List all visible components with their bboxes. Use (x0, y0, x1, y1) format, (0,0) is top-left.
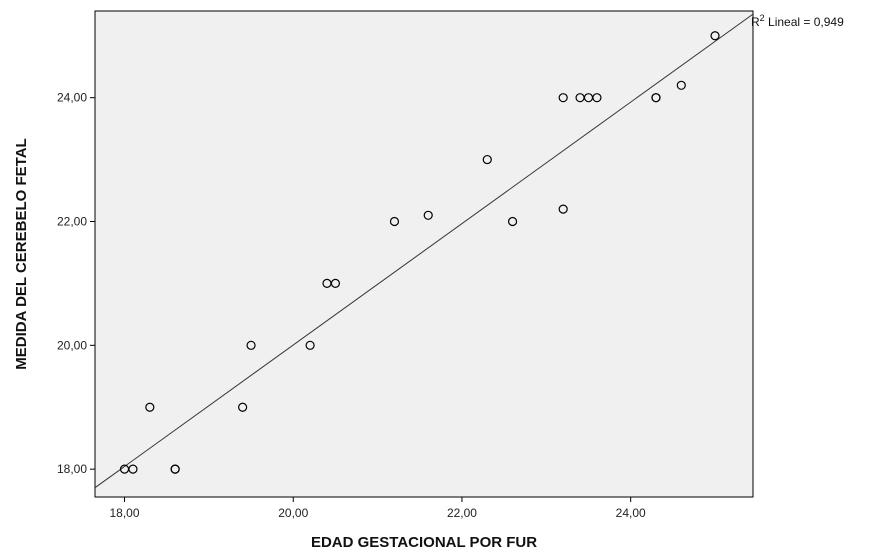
data-points (119, 31, 720, 474)
x-tick-label: 20,00 (278, 506, 308, 520)
data-point (330, 278, 341, 289)
data-point (128, 464, 138, 474)
data-point (651, 93, 661, 103)
y-axis: 18,00 20,00 22,00 24,00 (57, 91, 95, 476)
data-point (558, 204, 568, 214)
data-point (246, 340, 256, 350)
data-point (305, 340, 315, 350)
y-tick-label: 20,00 (57, 338, 87, 352)
x-tick-label: 18,00 (110, 506, 140, 520)
x-axis: 18,00 20,00 22,00 24,00 (110, 497, 646, 520)
data-point (710, 31, 720, 41)
y-tick-label: 22,00 (57, 214, 87, 228)
data-point (482, 154, 492, 165)
x-tick-label: 22,00 (447, 506, 477, 520)
data-point (145, 402, 155, 412)
y-axis-title: MEDIDA DEL CEREBELO FETAL (13, 138, 30, 369)
data-point (558, 93, 568, 103)
x-tick-label: 24,00 (616, 506, 646, 520)
data-point (507, 216, 518, 227)
data-point (238, 402, 248, 412)
fit-label-text: Lineal = 0,949 (765, 15, 844, 29)
x-axis-title: EDAD GESTACIONAL POR FUR (311, 534, 537, 550)
fit-line (94, 13, 754, 489)
fit-label-sup: 2 (760, 13, 765, 23)
fit-label-r: R (751, 15, 760, 29)
data-point (676, 80, 686, 90)
plot-area (94, 10, 754, 498)
data-point (423, 210, 433, 220)
y-tick-label: 18,00 (57, 462, 87, 476)
data-point (592, 93, 602, 103)
fit-label: R2 Lineal = 0,949 (751, 13, 844, 29)
data-point (170, 464, 180, 474)
data-point (389, 216, 400, 227)
y-tick-label: 24,00 (57, 91, 87, 105)
